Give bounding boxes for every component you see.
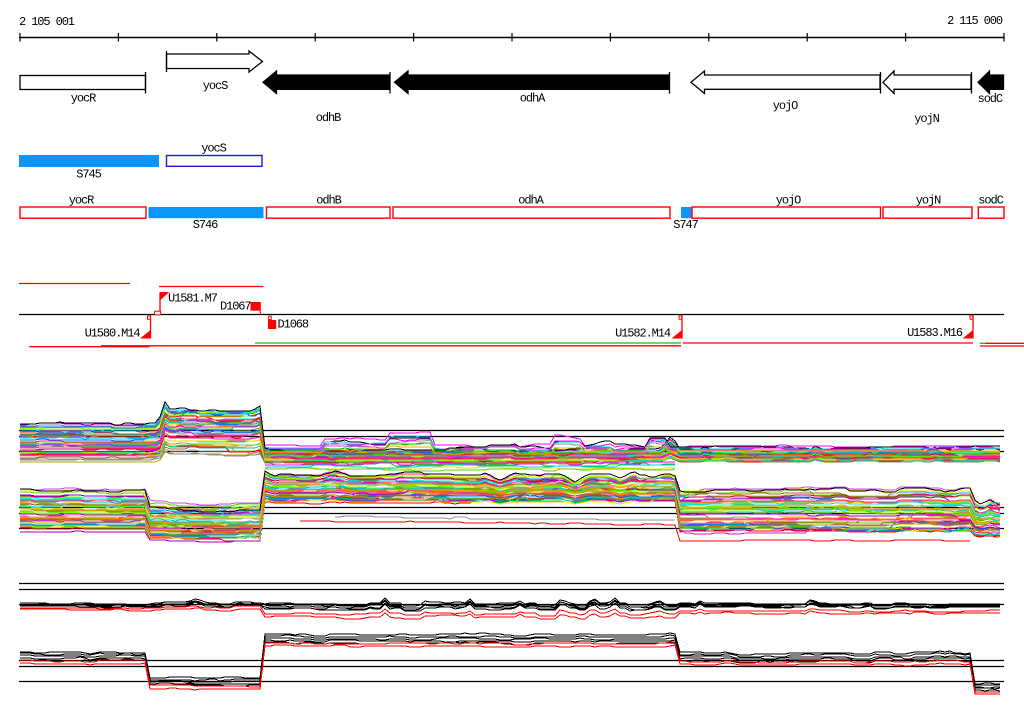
svg-text:yocR: yocR [69,193,94,207]
svg-text:sodC: sodC [978,92,1003,106]
svg-text:yocS: yocS [201,141,226,155]
svg-text:U1580.M14: U1580.M14 [85,326,141,340]
svg-text:yocR: yocR [71,92,96,106]
svg-text:yojO: yojO [773,99,798,113]
svg-text:2 115 000: 2 115 000 [947,14,1003,28]
svg-text:U1581.M7: U1581.M7 [168,292,218,306]
svg-text:odhA: odhA [518,193,544,207]
svg-text:D1068: D1068 [278,318,309,332]
svg-text:S745: S745 [76,168,101,182]
svg-text:S747: S747 [673,218,698,232]
svg-text:S746: S746 [193,218,218,232]
svg-text:sodC: sodC [978,193,1003,207]
svg-text:yojO: yojO [776,193,801,207]
svg-text:yojN: yojN [914,112,939,126]
svg-text:yojN: yojN [916,193,941,207]
svg-text:odhB: odhB [316,111,341,125]
svg-text:yocS: yocS [203,79,228,93]
svg-text:U1583.M16: U1583.M16 [907,326,963,340]
svg-text:odhB: odhB [316,193,341,207]
svg-text:D1067: D1067 [220,300,251,314]
svg-text:U1582.M14: U1582.M14 [615,327,671,341]
svg-text:2 105 001: 2 105 001 [19,15,75,29]
svg-text:odhA: odhA [520,91,546,105]
